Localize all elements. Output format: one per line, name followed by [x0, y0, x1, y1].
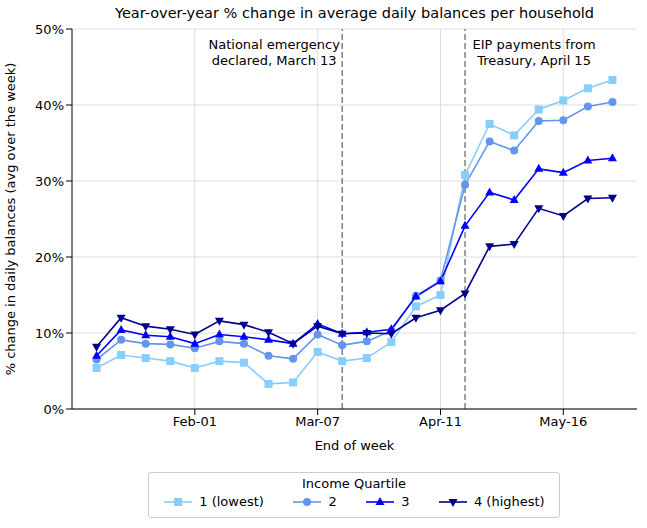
html-text:Year-over-year % change in ave: Year-over-year % change in average daily…: [115, 5, 594, 21]
svg-text:EIP payments fromTreasury, Apr: EIP payments fromTreasury, April 15: [472, 37, 595, 68]
html-text:1 (lowest): 1 (lowest): [199, 494, 264, 509]
svg-text:40%: 40%: [35, 98, 64, 113]
svg-text:Feb-01: Feb-01: [173, 414, 217, 429]
svg-text:10%: 10%: [35, 326, 64, 341]
svg-text:Apr-11: Apr-11: [419, 414, 462, 429]
svg-text:% change in daily balances (av: % change in daily balances (avg over the…: [8, 63, 18, 376]
svg-text:0%: 0%: [43, 402, 64, 417]
svg-text:20%: 20%: [35, 250, 64, 265]
html-text:3: 3: [401, 494, 410, 509]
svg-text:50%: 50%: [35, 22, 64, 37]
html-text:Income Quartile: Income Quartile: [302, 476, 406, 491]
svg-text:30%: 30%: [35, 174, 64, 189]
html-text:2: 2: [328, 494, 337, 509]
svg-text:End of week: End of week: [315, 438, 395, 453]
html-text:4 (highest): 4 (highest): [473, 494, 545, 509]
svg-text:Mar-07: Mar-07: [295, 414, 340, 429]
svg-text:National emergencydeclared, Ma: National emergencydeclared, March 13: [209, 37, 341, 68]
svg-text:May-16: May-16: [539, 414, 587, 429]
